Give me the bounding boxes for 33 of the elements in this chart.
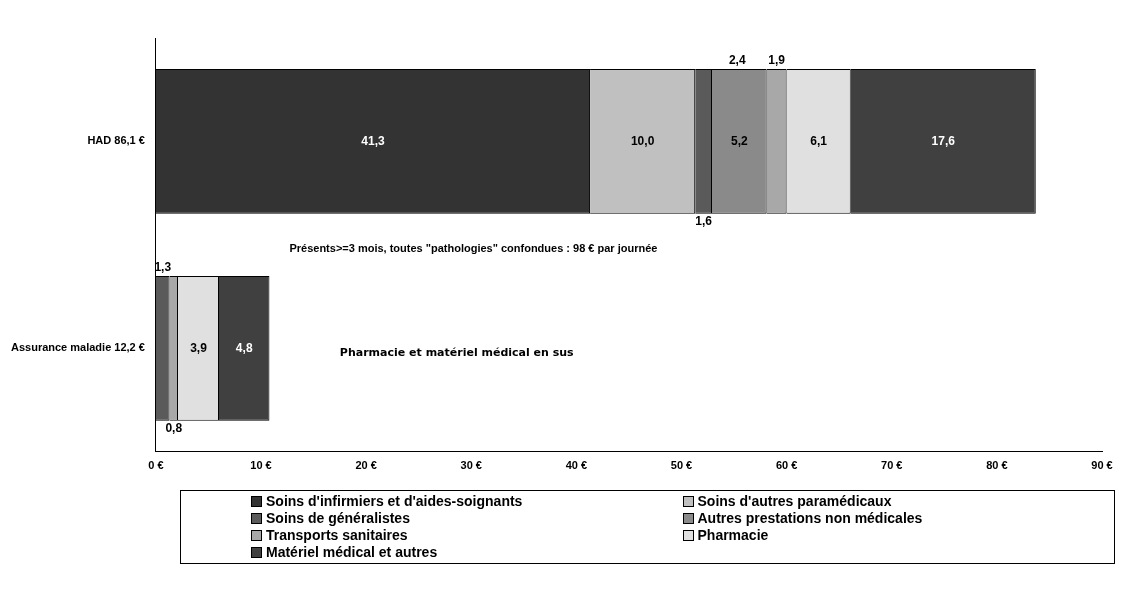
annotation: Pharmacie et matériel médical en sus <box>339 346 575 360</box>
legend-label: Soins d'infirmiers et d'aides-soignants <box>266 493 523 510</box>
annotation: 2,4 <box>728 53 746 68</box>
legend-label: Pharmacie <box>697 527 769 544</box>
legend-label: Soins de généralistes <box>266 510 410 527</box>
x-tick-label: 90 € <box>1091 459 1113 472</box>
x-tick-label: 80 € <box>986 459 1008 472</box>
legend-label: Matériel médical et autres <box>266 544 438 561</box>
data-label: 3,9 <box>190 340 208 355</box>
data-label: 10,0 <box>630 133 655 148</box>
data-label: 1,6 <box>695 214 713 229</box>
data-label: 4,8 <box>235 340 253 355</box>
x-tick-label: 40 € <box>565 459 588 472</box>
annotation: Présents>=3 mois, toutes "pathologies" confondues : 98 € par journée <box>289 241 658 254</box>
x-tick-label: 30 € <box>460 459 482 472</box>
legend-label: Soins d'autres paramédicaux <box>697 493 892 510</box>
data-label: 41,3 <box>361 133 385 148</box>
legend-label: Autres prestations non médicales <box>697 510 923 527</box>
y-tick-label: Assurance maladie 12,2 € <box>10 341 145 354</box>
data-label: 1,3 <box>154 260 172 275</box>
data-label: 6,1 <box>810 133 828 148</box>
legend-label: Transports sanitaires <box>266 527 408 544</box>
x-tick-label: 0 € <box>148 459 164 472</box>
data-label: 1,9 <box>768 53 786 68</box>
x-tick-label: 10 € <box>250 459 272 472</box>
x-tick-label: 50 € <box>670 459 693 472</box>
y-tick-label: HAD 86,1 € <box>87 134 145 147</box>
data-label: 17,6 <box>931 133 956 148</box>
x-tick-label: 70 € <box>881 459 903 472</box>
x-tick-label: 20 € <box>355 459 377 472</box>
data-label: 5,2 <box>730 133 748 148</box>
data-label: 0,8 <box>165 421 183 436</box>
x-tick-label: 60 € <box>775 459 798 472</box>
